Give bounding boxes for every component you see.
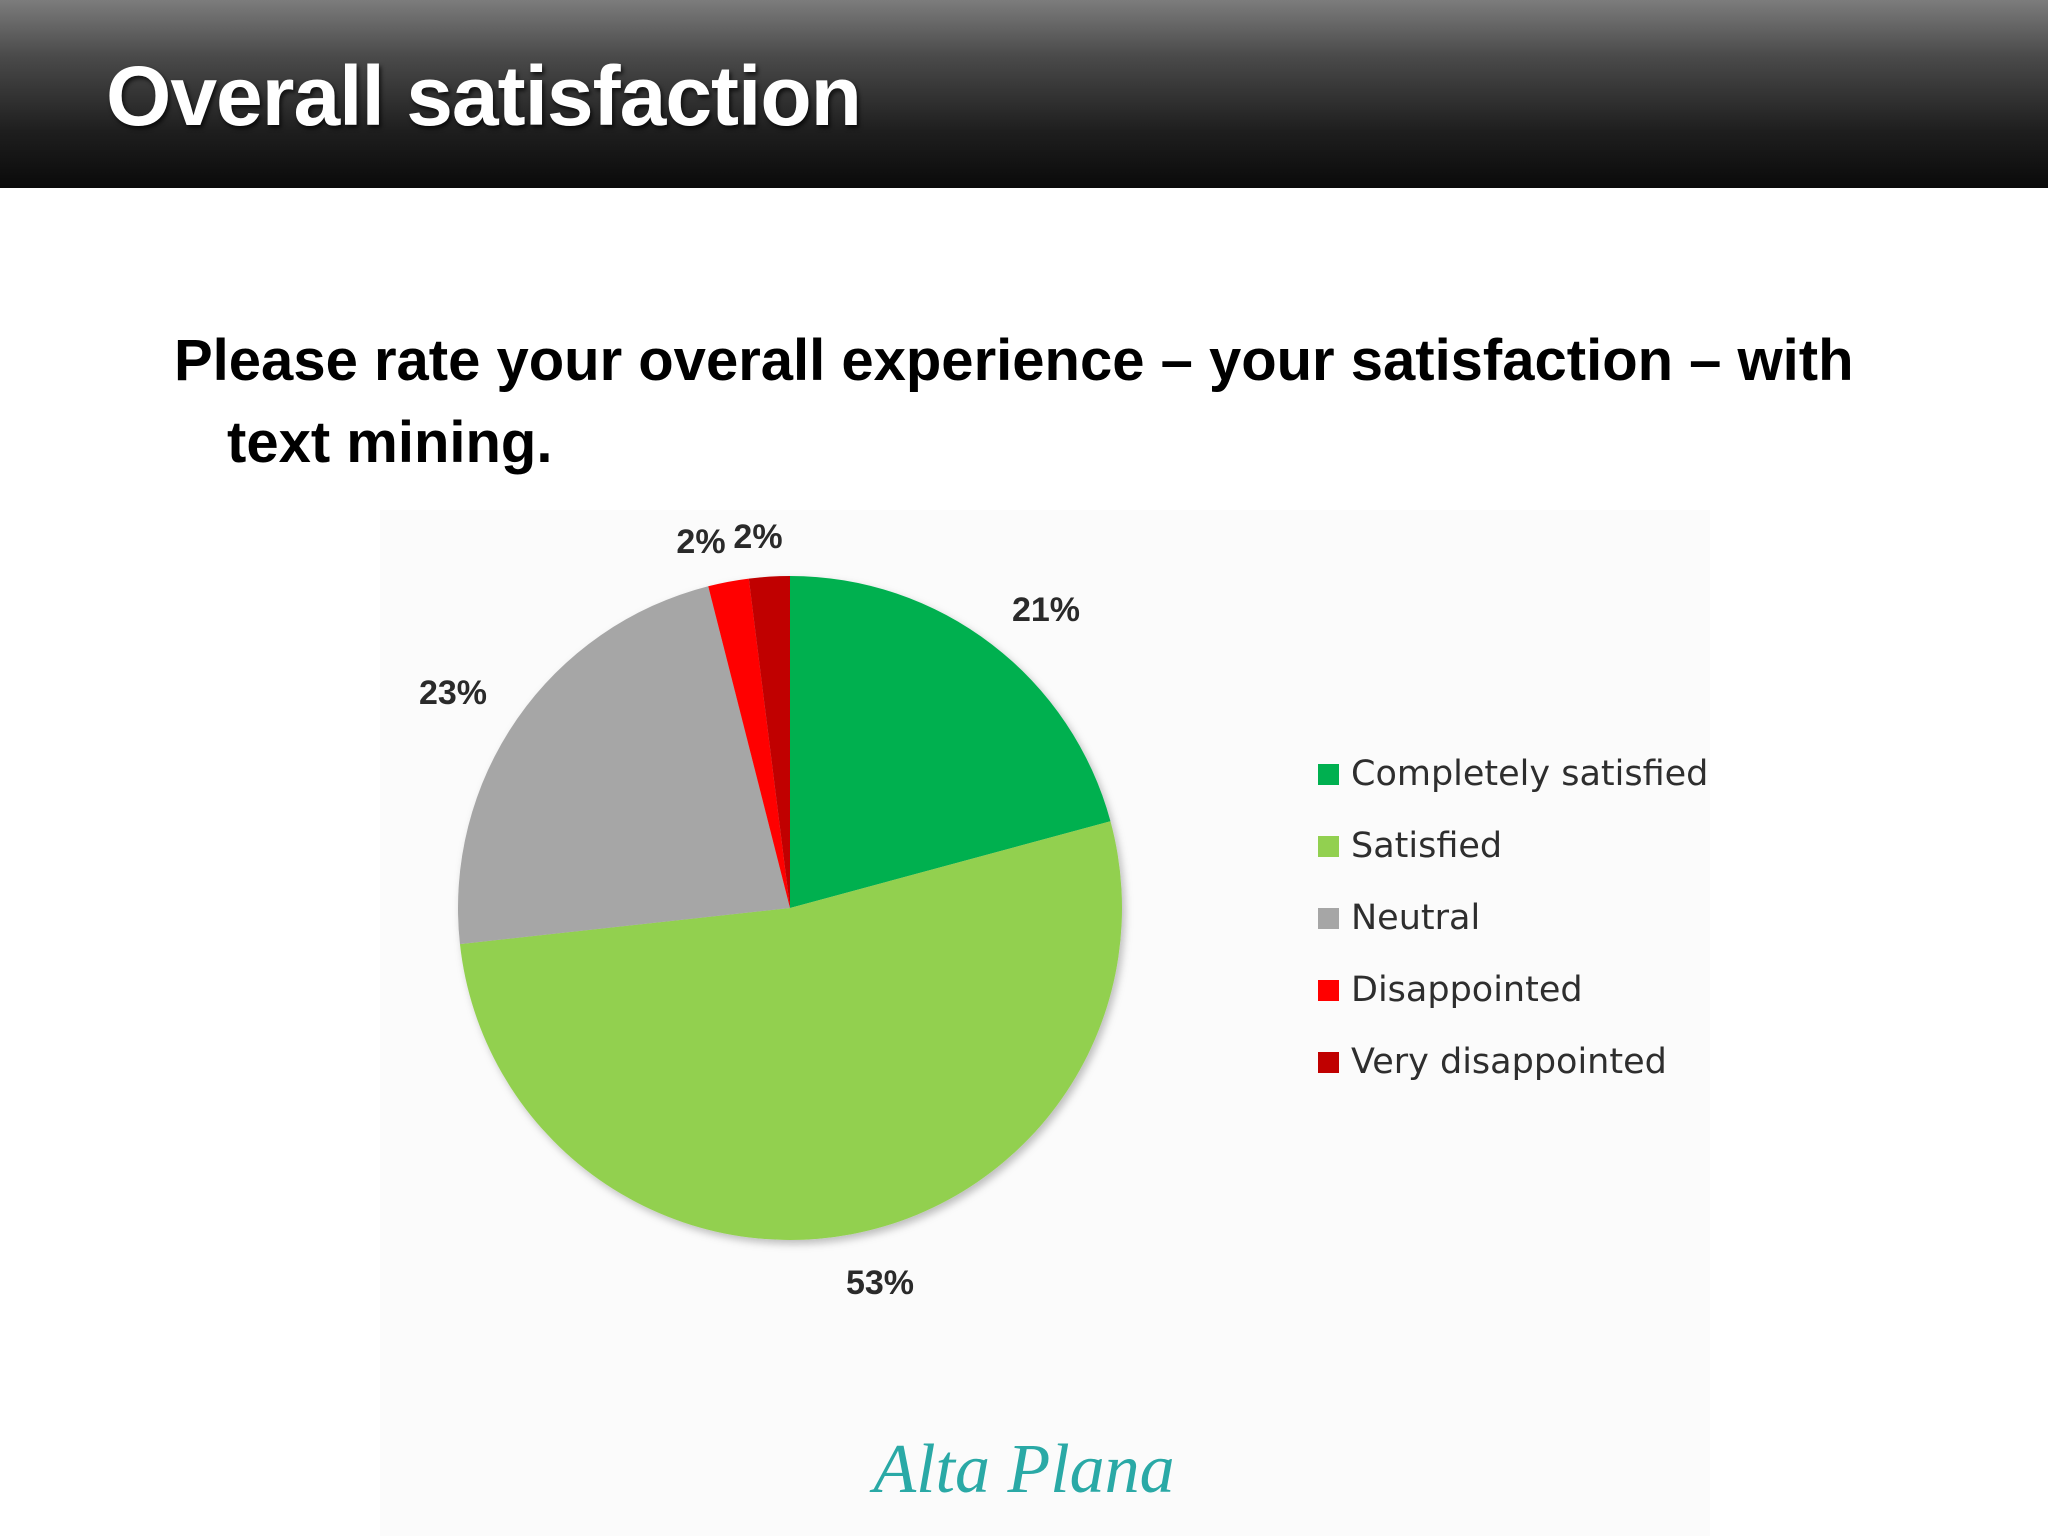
legend-item-neutral: Neutral xyxy=(1318,882,1708,954)
data-label-disappointed: 2% xyxy=(676,523,725,561)
legend-item-very-disappointed: Very disappointed xyxy=(1318,1026,1708,1098)
slide-title: Overall satisfaction xyxy=(106,49,862,143)
data-label-satisfied: 53% xyxy=(846,1264,914,1302)
legend-label: Completely satisfied xyxy=(1351,754,1709,794)
pie-slice-very-disappointed xyxy=(748,576,790,908)
chart-legend: Completely satisfied Satisfied Neutral Disa… xyxy=(1318,738,1708,1098)
legend-item-satisfied: Satisfied xyxy=(1318,810,1708,882)
pie-slice-disappointed xyxy=(708,578,790,908)
legend-label: Disappointed xyxy=(1351,970,1583,1010)
alta-plana-logo: Alta Plana xyxy=(873,1431,1175,1508)
data-label-completely-satisfied: 21% xyxy=(1012,591,1080,629)
legend-swatch xyxy=(1318,835,1339,857)
legend-label: Neutral xyxy=(1351,898,1481,938)
pie-slice-completely-satisfied xyxy=(790,576,1111,908)
title-bar: Overall satisfaction xyxy=(0,0,2048,188)
legend-item-completely-satisfied: Completely satisfied xyxy=(1318,738,1708,810)
legend-swatch xyxy=(1318,763,1339,785)
legend-label: Satisfied xyxy=(1351,826,1503,866)
legend-swatch xyxy=(1318,979,1339,1001)
legend-swatch xyxy=(1318,907,1339,929)
legend-swatch xyxy=(1318,1051,1339,1073)
legend-label: Very disappointed xyxy=(1351,1042,1667,1082)
pie-slice-satisfied xyxy=(459,821,1122,1240)
legend-item-disappointed: Disappointed xyxy=(1318,954,1708,1026)
pie-slice-neutral xyxy=(458,586,790,945)
data-label-neutral: 23% xyxy=(419,674,487,712)
survey-question: Please rate your overall experience – yo… xyxy=(174,328,1854,475)
data-label-very-disappointed: 2% xyxy=(733,518,782,556)
